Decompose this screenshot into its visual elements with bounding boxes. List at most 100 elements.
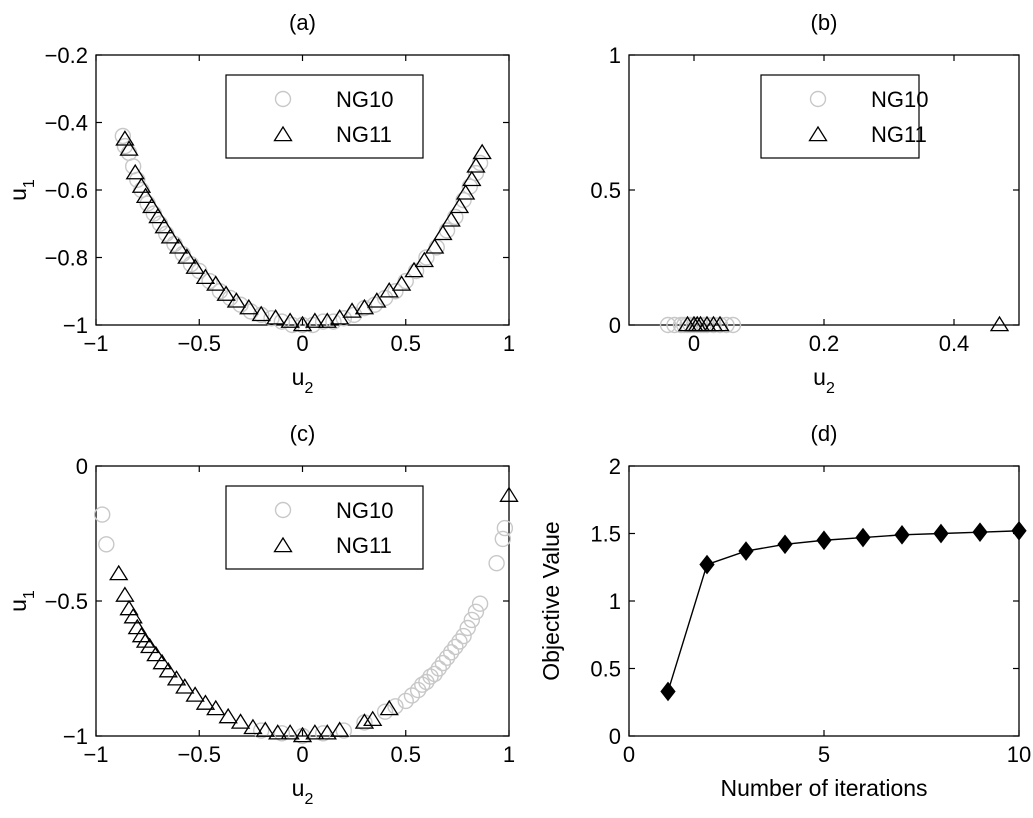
data-point xyxy=(140,637,160,654)
data-point xyxy=(195,694,216,710)
panel-title: (d) xyxy=(811,421,838,446)
data-point xyxy=(325,313,342,330)
data-point xyxy=(243,718,263,735)
data-point xyxy=(195,268,216,285)
data-point xyxy=(894,525,910,545)
y-tick-label: 0 xyxy=(609,313,621,338)
y-tick-label: 0.5 xyxy=(590,178,621,203)
data-point xyxy=(387,698,404,715)
x-axis-label-main: u xyxy=(292,364,305,390)
data-point xyxy=(1011,520,1027,541)
x-tick-label: 0 xyxy=(296,742,308,767)
axes-box xyxy=(628,465,1020,737)
legend-label-ng11: NG11 xyxy=(336,533,392,558)
data-point xyxy=(855,527,871,548)
data-point xyxy=(447,638,464,656)
x-axis-label-sub: 2 xyxy=(304,380,313,397)
data-point xyxy=(166,670,187,686)
data-point xyxy=(98,536,115,553)
data-point xyxy=(177,248,197,264)
x-tick-label: 0 xyxy=(296,331,308,356)
data-point xyxy=(160,228,181,244)
data-point xyxy=(119,140,139,156)
legend-marker-ng11 xyxy=(808,125,828,142)
data-point xyxy=(449,197,470,214)
x-tick-label: 0.4 xyxy=(939,331,970,356)
data-point xyxy=(738,541,754,561)
data-point xyxy=(455,184,476,200)
data-point xyxy=(230,713,251,729)
data-point xyxy=(255,721,276,737)
data-point xyxy=(201,272,218,290)
legend-box xyxy=(225,485,424,570)
legend-label-ng11: NG11 xyxy=(871,122,927,147)
data-point xyxy=(367,292,387,308)
series-objective xyxy=(660,520,1027,702)
y-tick-label: 0.5 xyxy=(590,657,621,682)
data-point xyxy=(314,313,332,330)
data-point xyxy=(379,699,399,716)
data-point xyxy=(109,564,129,581)
legend-marker-ng11 xyxy=(273,536,293,553)
data-point xyxy=(488,555,505,572)
x-axis-label-sub: 2 xyxy=(826,380,835,397)
x-tick-label: −0.5 xyxy=(178,331,221,356)
data-point xyxy=(660,681,676,702)
data-point xyxy=(409,681,427,699)
data-point xyxy=(314,725,332,742)
legend: NG10 NG11 xyxy=(225,74,424,159)
y-tick-label: 1 xyxy=(609,43,621,68)
data-point xyxy=(424,238,445,254)
x-axis-label: u2 xyxy=(292,775,314,808)
data-point xyxy=(158,661,178,678)
x-axis-label-main: u xyxy=(813,364,826,390)
data-point xyxy=(972,522,988,542)
x-tick-label: 0 xyxy=(688,331,700,356)
data-point xyxy=(329,721,350,737)
series-ng11 xyxy=(677,315,1010,332)
data-point xyxy=(185,686,205,702)
data-point xyxy=(376,703,394,720)
data-point xyxy=(466,157,486,173)
data-point xyxy=(933,523,949,544)
data-point xyxy=(292,315,313,332)
legend-box xyxy=(760,74,920,159)
x-axis-label-sub: 2 xyxy=(304,791,313,808)
data-point xyxy=(496,519,514,537)
data-point xyxy=(317,312,337,328)
data-point xyxy=(206,699,226,716)
legend-marker-ng10 xyxy=(274,501,292,519)
data-point xyxy=(471,595,489,612)
panel-title: (b) xyxy=(811,10,838,35)
y-axis-label-main: Objective Value xyxy=(538,521,564,680)
data-point xyxy=(461,178,478,195)
y-axis-label-main: u xyxy=(5,599,31,612)
data-point xyxy=(659,316,677,334)
data-point xyxy=(280,724,300,740)
x-tick-label: 0.2 xyxy=(809,331,840,356)
panel-title: (c) xyxy=(290,421,316,446)
y-axis-label: u1 xyxy=(5,179,38,201)
data-point xyxy=(455,191,472,209)
x-tick-label: 1 xyxy=(503,742,515,767)
data-point xyxy=(168,238,189,254)
data-point xyxy=(467,164,485,182)
data-point xyxy=(253,722,270,739)
x-tick-label: 1 xyxy=(503,331,515,356)
data-point xyxy=(273,313,291,330)
x-tick-label: −1 xyxy=(83,742,108,767)
y-tick-label: −0.4 xyxy=(45,111,88,136)
data-point xyxy=(154,217,174,234)
panel-a: (a)−1 −0.5 0 0.5 1−1−0.8−0.6−0.4−0.2u2u1NG10… xyxy=(5,10,515,397)
y-tick-label: −1 xyxy=(63,313,88,338)
data-point xyxy=(216,285,236,301)
y-axis-label-main: u xyxy=(5,188,31,201)
y-axis-label-sub: 1 xyxy=(21,590,38,599)
data-point xyxy=(777,534,793,555)
data-point xyxy=(472,143,492,160)
data-point xyxy=(404,261,424,278)
series-ng11 xyxy=(115,130,492,332)
y-tick-label: 1 xyxy=(609,589,621,614)
data-point xyxy=(129,171,146,189)
